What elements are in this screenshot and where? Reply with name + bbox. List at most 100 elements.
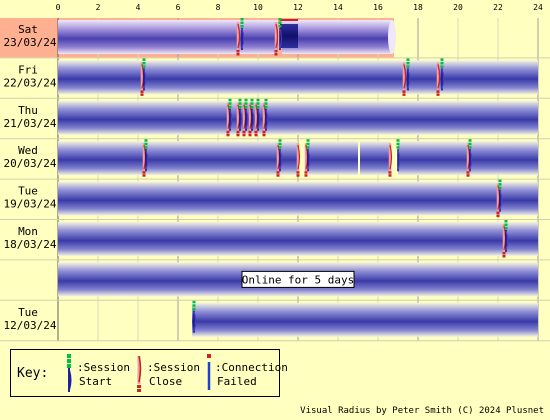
session-close-dot [304, 171, 308, 174]
row-date-label: 12/03/24 [4, 319, 57, 332]
session-start-dot [504, 220, 508, 223]
row-day-label: Tue [18, 306, 38, 319]
session-start-dot [406, 58, 410, 61]
session-start-dot [396, 142, 400, 146]
session-close-dot [236, 53, 240, 56]
session-start-curve [505, 230, 509, 251]
session-start-dot [498, 179, 502, 183]
session-close-dot [296, 174, 300, 177]
session-start-dot [250, 98, 254, 102]
session-start-curve [257, 109, 261, 129]
session-start-dot [228, 105, 232, 109]
session-close-dot [226, 130, 230, 134]
x-tick-label: 22 [493, 3, 503, 12]
session-close-dot [276, 171, 280, 174]
session-close-dot [276, 174, 280, 177]
session-start-dot [406, 61, 410, 65]
key-connection-failed: :Connection Failed [215, 361, 288, 388]
session-start-dot [498, 183, 502, 186]
session-segment-top [280, 19, 298, 21]
session-start-dot [278, 21, 282, 24]
row-day-label: Wed [18, 144, 38, 157]
session-start-dot [238, 102, 242, 105]
session-start-dot [440, 58, 444, 61]
session-start-dot [468, 142, 472, 146]
session-start-dot [142, 65, 146, 68]
session-start-dot [278, 18, 282, 21]
session-start-curve [245, 109, 249, 129]
row-date-label: 22/03/24 [4, 76, 57, 89]
session-start-dot [192, 307, 196, 311]
row-day-label: Tue [18, 185, 38, 198]
session-start-curve [143, 69, 147, 89]
session-start-dot [142, 61, 146, 65]
session-start-dot [278, 142, 282, 146]
session-segment [280, 24, 298, 48]
session-close-dot [296, 171, 300, 174]
session-close-dot [262, 130, 266, 134]
session-start-dot [144, 146, 148, 149]
session-start-icon [67, 354, 72, 392]
x-tick-label: 16 [373, 3, 383, 12]
session-start-dot [256, 105, 260, 109]
session-band [192, 302, 538, 337]
session-start-dot [192, 300, 196, 304]
session-band [58, 222, 538, 256]
session-start-curve [251, 109, 255, 129]
session-close-icon [137, 355, 142, 392]
row-date-label: 23/03/24 [4, 36, 57, 49]
session-close-dot [248, 133, 252, 137]
session-start-dot [238, 105, 242, 109]
session-close-dot [242, 133, 246, 137]
session-start-dot [440, 61, 444, 65]
session-start-dot [228, 98, 232, 102]
session-start-dot [278, 25, 282, 28]
session-close-dot [236, 133, 240, 137]
session-start-dot [250, 102, 254, 105]
session-close-dot [274, 50, 278, 53]
session-close-dot [274, 53, 278, 56]
session-start-dot [396, 139, 400, 142]
x-tick-label: 8 [216, 3, 221, 12]
x-tick-label: 10 [253, 3, 263, 12]
session-start-dot [396, 146, 400, 149]
session-close-curve [437, 64, 441, 89]
session-close-dot [226, 133, 230, 137]
session-band [58, 20, 278, 54]
footer-credit: Visual Radius by Peter Smith (C) 2024 Pl… [300, 406, 544, 416]
session-close-dot [142, 171, 146, 174]
session-start-dot [244, 98, 248, 102]
session-close-dot [466, 174, 470, 177]
session-start-dot [250, 105, 254, 109]
session-close-curve [389, 145, 393, 170]
session-start-curve [469, 150, 473, 170]
session-close-dot [436, 93, 440, 96]
row-date-label: 18/03/24 [4, 238, 57, 251]
session-close-dot [436, 90, 440, 93]
session-start-dot [278, 139, 282, 142]
session-start-curve [307, 150, 311, 170]
session-start-curve [499, 190, 503, 210]
x-tick-label: 20 [453, 3, 463, 12]
session-timeline: 0 2 4 6 8 10 12 14 16 18 20 22 24Sat23/03/24Fri22/03… [0, 3, 550, 342]
key-session-start: :Session Start [77, 361, 130, 388]
x-tick-label: 0 [56, 3, 61, 12]
session-start-dot [264, 105, 268, 109]
session-start-curve [397, 150, 401, 170]
key-legend: Key: :Session Start :Session Close :Conn… [10, 349, 288, 397]
session-start-dot [278, 146, 282, 149]
session-start-dot [264, 102, 268, 105]
session-start-curve [279, 150, 283, 170]
session-close-curve [275, 23, 279, 49]
row-day-label: Sat [18, 23, 38, 36]
session-band [282, 20, 392, 54]
session-start-dot [244, 105, 248, 109]
session-start-dot [306, 139, 310, 142]
x-tick-label: 2 [96, 3, 101, 12]
session-close-dot [388, 171, 392, 174]
session-band [308, 141, 358, 176]
session-band [58, 181, 538, 216]
session-close-curve [403, 64, 407, 89]
session-start-dot [192, 304, 196, 307]
